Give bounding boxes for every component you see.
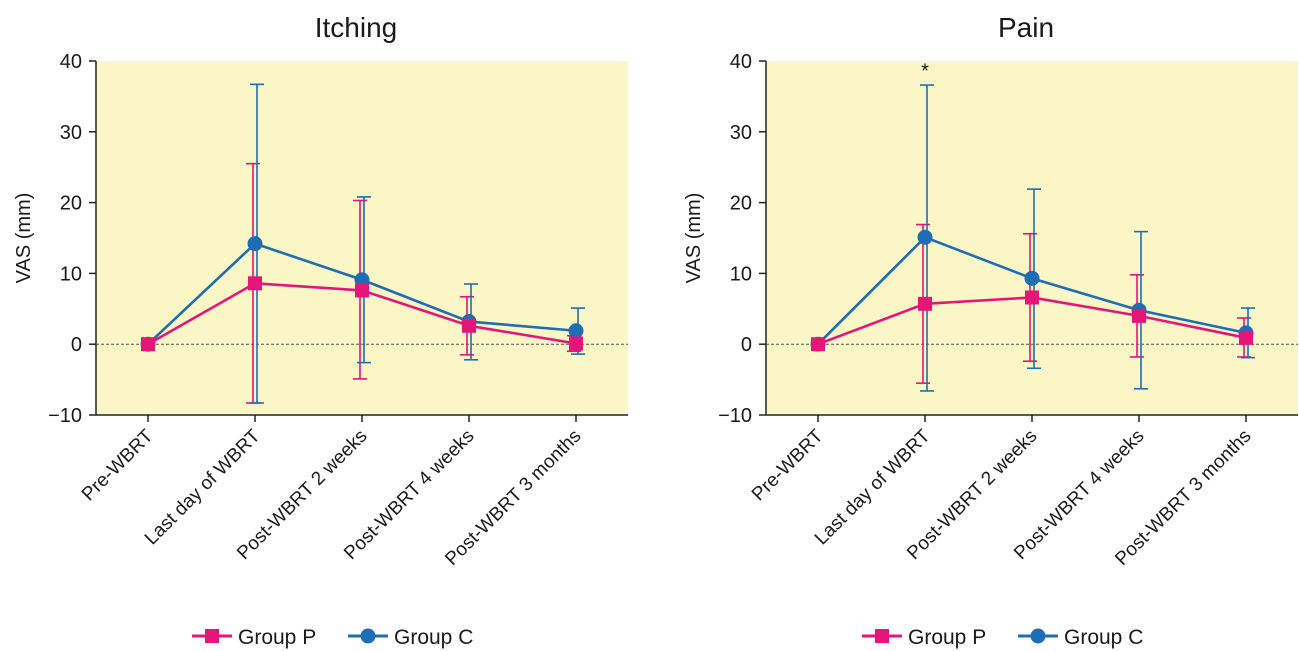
legend-marker-group-p bbox=[205, 629, 219, 643]
y-tick-label: 40 bbox=[730, 51, 752, 73]
y-tick-label: 30 bbox=[60, 122, 82, 144]
legend-label-group-c: Group C bbox=[394, 626, 473, 649]
x-tick-label: Pre-WBRT bbox=[748, 425, 828, 505]
data-point-group-c bbox=[568, 323, 584, 339]
y-tick-label: 10 bbox=[60, 263, 82, 285]
legend-marker-group-p bbox=[875, 629, 889, 643]
data-point-group-c bbox=[247, 236, 263, 252]
data-point-group-p bbox=[355, 283, 369, 298]
data-point-group-p bbox=[462, 318, 476, 333]
y-tick-label: 20 bbox=[60, 193, 82, 215]
data-point-group-p bbox=[1025, 290, 1039, 305]
x-tick-label: Last day of WBRT bbox=[811, 425, 935, 549]
plot-area bbox=[96, 61, 628, 415]
y-tick-label: 20 bbox=[730, 193, 752, 215]
legend-label-group-p: Group P bbox=[238, 626, 316, 649]
y-tick-label: 30 bbox=[730, 122, 752, 144]
y-tick-label: 10 bbox=[730, 263, 752, 285]
data-point-group-p bbox=[811, 337, 825, 352]
data-point-group-p bbox=[1132, 308, 1146, 323]
legend-marker-group-c bbox=[360, 628, 376, 644]
legend-marker-group-c bbox=[1030, 628, 1046, 644]
data-point-group-c bbox=[917, 229, 933, 245]
data-point-group-p bbox=[569, 336, 583, 351]
x-tick-label: Last day of WBRT bbox=[141, 425, 265, 549]
y-axis-label: VAS (mm) bbox=[13, 193, 35, 284]
legend-label-group-p: Group P bbox=[908, 626, 986, 649]
x-tick-label: Pre-WBRT bbox=[78, 425, 158, 505]
y-tick-label: 0 bbox=[71, 334, 82, 356]
y-tick-label: 0 bbox=[741, 334, 752, 356]
y-tick-label: −10 bbox=[718, 405, 752, 427]
y-axis-label: VAS (mm) bbox=[683, 193, 705, 284]
data-point-group-c bbox=[1024, 270, 1040, 286]
plot-area bbox=[766, 61, 1298, 415]
data-point-group-p bbox=[1239, 330, 1253, 345]
y-tick-label: −10 bbox=[48, 405, 82, 427]
chart-title: Itching bbox=[315, 12, 398, 43]
y-tick-label: 40 bbox=[60, 51, 82, 73]
data-point-group-p bbox=[248, 276, 262, 291]
chart-title: Pain bbox=[998, 12, 1054, 43]
chart-0: Itching VAS (mm) −10 0 10 20 30 40 Pre-WBRTLast … bbox=[13, 12, 628, 649]
legend-label-group-c: Group C bbox=[1064, 626, 1143, 649]
significance-marker: * bbox=[921, 61, 929, 83]
data-point-group-p bbox=[918, 296, 932, 311]
data-point-group-p bbox=[141, 337, 155, 352]
